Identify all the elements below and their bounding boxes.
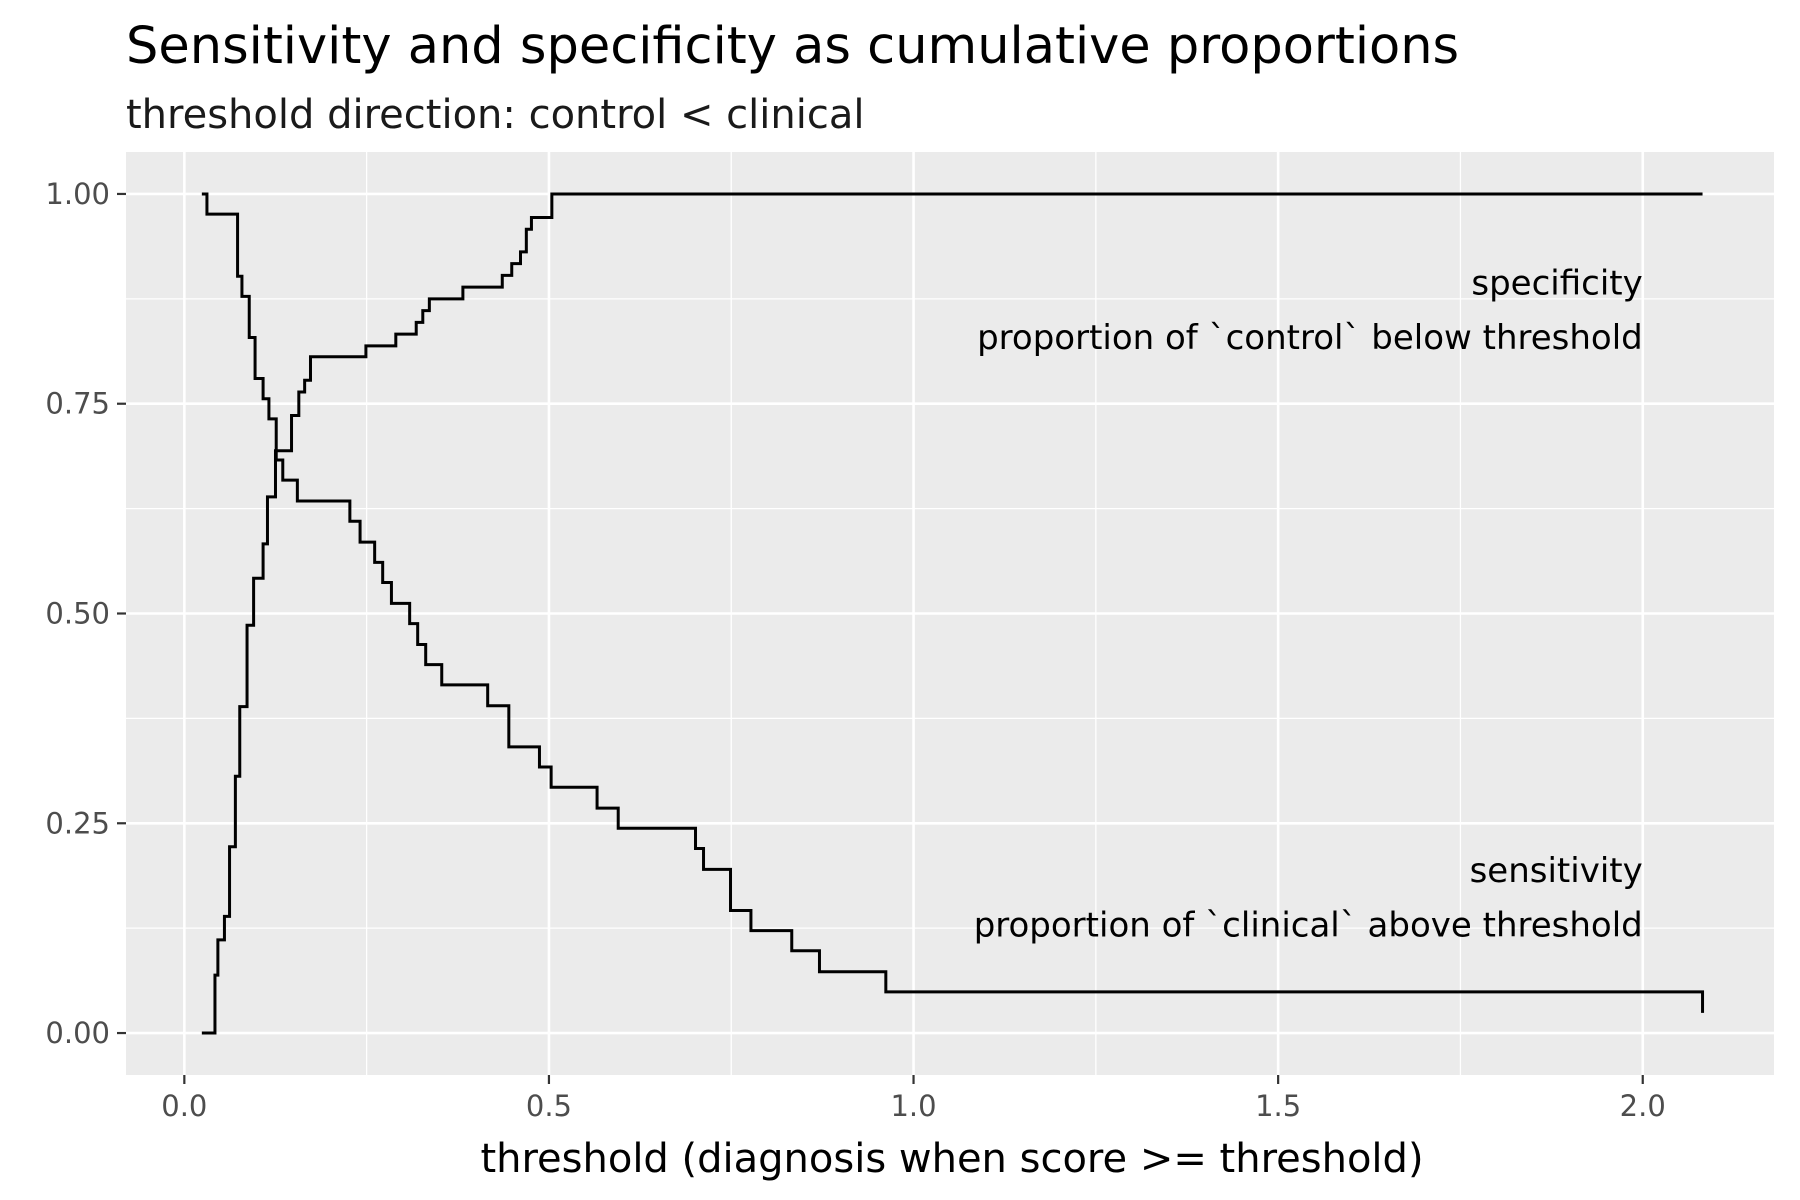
series-lines [201, 192, 1705, 1035]
y-tick-label: 0.25 [45, 806, 110, 840]
y-tick-label: 1.00 [45, 177, 110, 211]
sensitivity-step-line [201, 192, 1705, 1013]
axis-ticks [117, 192, 1644, 1084]
annotation-label: proportion of `clinical` above threshold [974, 906, 1643, 946]
tick-labels: 0.0 0.5 1.0 1.5 2.0 0.00 0.25 0.50 0.75 1.00 [45, 177, 1665, 1123]
y-tick-label: 0.75 [45, 387, 110, 421]
specificity-step-line [201, 192, 1703, 1035]
annotation-label: proportion of `control` below threshold [977, 318, 1643, 358]
major-gridlines [126, 152, 1774, 1075]
x-tick-label: 0.5 [526, 1089, 572, 1123]
chart-subtitle: threshold direction: control < clinical [126, 92, 864, 138]
annotation-label: specificity [1471, 264, 1642, 304]
x-tick-label: 1.0 [890, 1089, 936, 1123]
x-tick-label: 2.0 [1620, 1089, 1666, 1123]
chart-title: Sensitivity and specificity as cumulativ… [126, 17, 1459, 76]
y-tick-label: 0.50 [45, 597, 110, 631]
y-tick-label: 0.00 [45, 1016, 110, 1050]
x-axis-title: threshold (diagnosis when score >= thres… [480, 1136, 1423, 1182]
x-tick-label: 0.0 [161, 1089, 207, 1123]
annotations: specificity proportion of `control` below… [974, 264, 1643, 946]
x-tick-label: 1.5 [1255, 1089, 1301, 1123]
annotation-label: sensitivity [1470, 851, 1643, 891]
